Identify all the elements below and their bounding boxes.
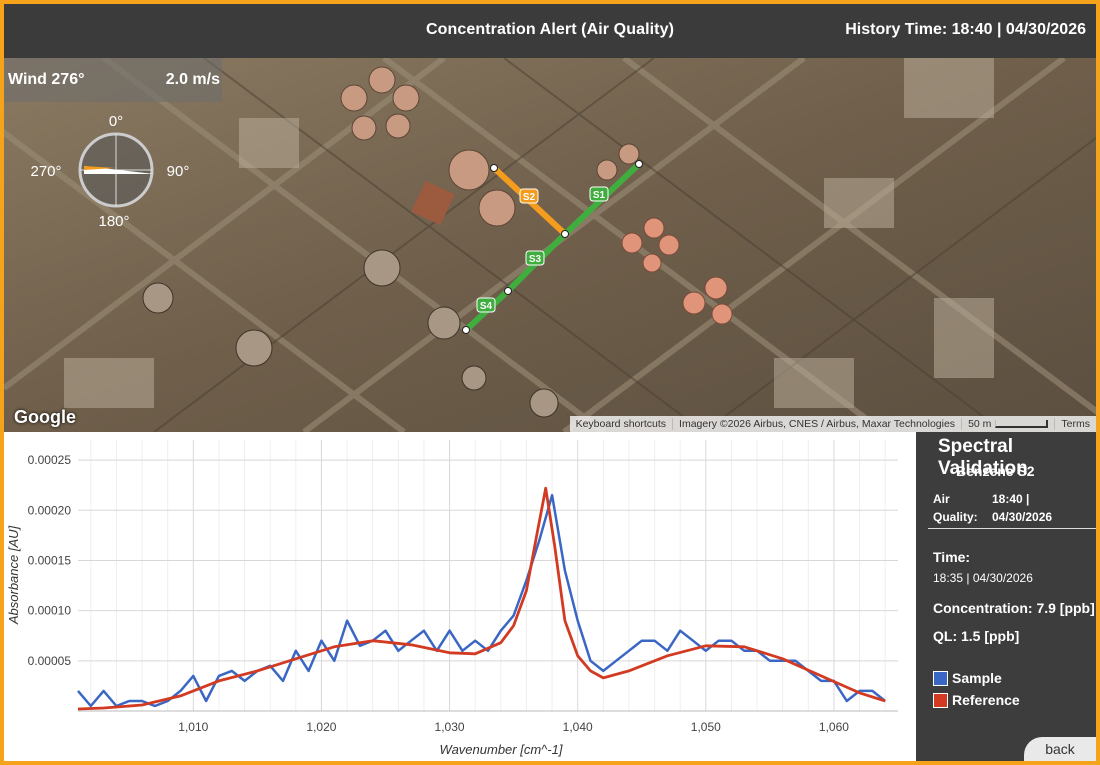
compass-west-label: 270° <box>30 163 61 180</box>
spectral-validation-panel: Spectral Validation Benzene S2 Air Quali… <box>916 432 1096 761</box>
compass-south-label: 180° <box>98 213 129 230</box>
scale-bar <box>995 420 1049 429</box>
time-label: Time: <box>933 549 971 565</box>
map-imagery: S1 S2 S3 S4 <box>4 58 1096 432</box>
map-scale: 50 m <box>961 418 1054 430</box>
map-attribution: Keyboard shortcuts Imagery ©2026 Airbus,… <box>569 416 1096 432</box>
wind-speed: 2.0 m/s <box>165 71 220 88</box>
air-quality-label: Air Quality: <box>933 490 978 526</box>
page-title: Concentration Alert (Air Quality) <box>425 21 675 38</box>
back-button[interactable]: back <box>1024 737 1096 761</box>
y-axis-label: Absorbance [AU] <box>6 525 21 625</box>
time-value: 18:35 | 04/30/2026 <box>933 571 1033 585</box>
y-tick-label: 0.00010 <box>28 604 72 618</box>
keyboard-shortcuts-link[interactable]: Keyboard shortcuts <box>575 418 667 430</box>
legend-sample-label: Sample <box>952 670 1002 686</box>
wind-panel: Wind 276° 2.0 m/s <box>4 58 222 102</box>
series-line-reference <box>77 486 886 711</box>
legend-reference: Reference <box>933 692 1020 708</box>
legend-reference-label: Reference <box>952 692 1020 708</box>
header-bar: Concentration Alert (Air Quality) Histor… <box>4 4 1096 59</box>
y-tick-label: 0.00020 <box>28 503 72 517</box>
spectrum-plot: 0.00005 0.00010 0.00015 0.00020 0.00025 1,010… <box>6 440 898 757</box>
segment-label-s1[interactable]: S1 <box>593 190 606 201</box>
wind-compass-icon: 0° 90° 180° 270° <box>30 113 190 230</box>
y-tick-label: 0.00025 <box>28 453 72 467</box>
compass-north-label: 0° <box>109 113 123 130</box>
x-tick-label: 1,050 <box>691 720 721 734</box>
history-time: History Time: 18:40 | 04/30/2026 <box>845 21 1086 38</box>
satellite-map[interactable]: S1 S2 S3 S4 Wind 276° 2.0 m/s 0° 90° 180… <box>4 58 1096 432</box>
x-tick-label: 1,030 <box>435 720 465 734</box>
air-quality-label-line2: Quality: <box>933 510 978 524</box>
legend-sample: Sample <box>933 670 1002 686</box>
panel-subtitle: Benzene S2 <box>956 463 1035 479</box>
panel-title: Spectral Validation <box>938 436 1028 479</box>
air-quality-value-line2: 04/30/2026 <box>992 510 1053 524</box>
legend-reference-swatch <box>933 692 948 708</box>
segment-label-s3[interactable]: S3 <box>529 254 542 265</box>
ql-value: QL: 1.5 [ppb] <box>933 628 1020 644</box>
imagery-credit: Imagery ©2026 Airbus, CNES / Airbus, Max… <box>672 418 961 430</box>
air-quality-value-line1: 18:40 | <box>992 492 1030 506</box>
x-tick-label: 1,010 <box>178 720 208 734</box>
legend-sample-swatch <box>933 670 948 686</box>
segment-label-s2[interactable]: S2 <box>523 192 536 203</box>
x-tick-label: 1,020 <box>306 720 336 734</box>
x-tick-label: 1,060 <box>819 720 849 734</box>
series-line-sample <box>77 493 886 708</box>
google-logo: Google <box>14 407 76 427</box>
spectrum-chart: 0.00005 0.00010 0.00015 0.00020 0.00025 1,010… <box>4 432 916 761</box>
segment-label-s4[interactable]: S4 <box>480 301 493 312</box>
panel-divider <box>928 528 1096 529</box>
x-axis-label: Wavenumber [cm^-1] <box>440 742 563 757</box>
terms-link[interactable]: Terms <box>1054 418 1096 430</box>
y-tick-label: 0.00015 <box>28 553 72 567</box>
app-frame: Concentration Alert (Air Quality) Histor… <box>4 4 1096 761</box>
air-quality-label-line1: Air <box>933 492 950 506</box>
compass-east-label: 90° <box>167 163 190 180</box>
y-tick-label: 0.00005 <box>28 654 72 668</box>
x-tick-label: 1,040 <box>563 720 593 734</box>
wind-direction: Wind 276° <box>8 71 85 88</box>
air-quality-value: 18:40 | 04/30/2026 <box>992 490 1052 526</box>
scale-label: 50 m <box>968 418 992 430</box>
concentration-value: Concentration: 7.9 [ppb] <box>933 600 1095 616</box>
